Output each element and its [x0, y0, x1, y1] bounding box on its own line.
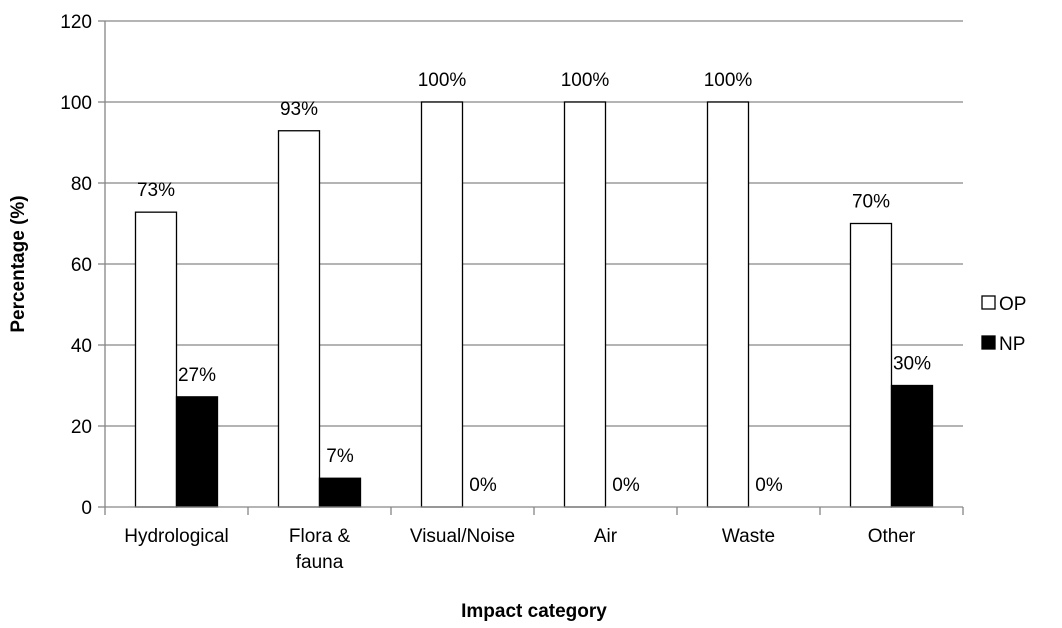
data-label-op: 100% — [561, 70, 610, 91]
y-tick-label: 20 — [71, 417, 92, 438]
y-tick-label: 100 — [60, 93, 92, 114]
bar-op — [420, 101, 464, 508]
data-labels: 73% 93% 100% 100% 100% 70% 27% 7% 0% 0% 0% 30% — [137, 70, 931, 496]
legend-swatch-op — [981, 295, 996, 310]
data-label-op: 100% — [418, 70, 467, 91]
y-tick-label: 120 — [60, 12, 92, 33]
data-label-np: 0% — [755, 475, 783, 496]
data-label-op: 70% — [852, 192, 890, 213]
legend-swatch-np — [981, 335, 996, 350]
x-axis-title: Impact category — [461, 601, 607, 622]
x-tick-label: Visual/Noise — [410, 526, 515, 547]
y-axis-title: Percentage (%) — [8, 195, 29, 332]
bar-op — [563, 101, 607, 508]
data-label-np: 0% — [612, 475, 640, 496]
data-label-op: 73% — [137, 180, 175, 201]
bar-op — [706, 101, 750, 508]
data-label-np: 27% — [178, 365, 216, 386]
x-tick-label: Air — [594, 526, 618, 547]
gridlines — [105, 20, 963, 427]
y-tick-label: 0 — [81, 498, 92, 519]
data-label-op: 93% — [280, 99, 318, 120]
y-tick-label: 80 — [71, 174, 92, 195]
legend-label-np: NP — [999, 334, 1025, 355]
axes — [98, 20, 964, 515]
x-tick-label: Hydrological — [124, 526, 229, 547]
y-tick-labels: 0 20 40 60 80 100 120 — [60, 12, 92, 519]
bar-op — [134, 211, 178, 508]
y-tick-label: 60 — [71, 255, 92, 276]
x-tick-label: Flora & fauna — [289, 526, 351, 573]
x-tick-labels: Hydrological Flora & fauna Visual/Noise Air W… — [124, 526, 916, 573]
y-tick-label: 40 — [71, 336, 92, 357]
bar-np — [890, 384, 934, 508]
x-tick-label: Other — [868, 526, 916, 547]
data-label-np: 0% — [469, 475, 497, 496]
bar-op — [277, 130, 321, 508]
bar-np — [318, 477, 362, 508]
legend: OP NP — [981, 294, 1026, 355]
data-label-op: 100% — [704, 70, 753, 91]
bar-np — [175, 396, 219, 508]
x-tick-label: Waste — [722, 526, 775, 547]
bars — [134, 101, 934, 508]
legend-label-op: OP — [999, 294, 1026, 315]
data-label-np: 30% — [893, 354, 931, 375]
data-label-np: 7% — [326, 446, 354, 467]
bar-op — [849, 222, 893, 508]
